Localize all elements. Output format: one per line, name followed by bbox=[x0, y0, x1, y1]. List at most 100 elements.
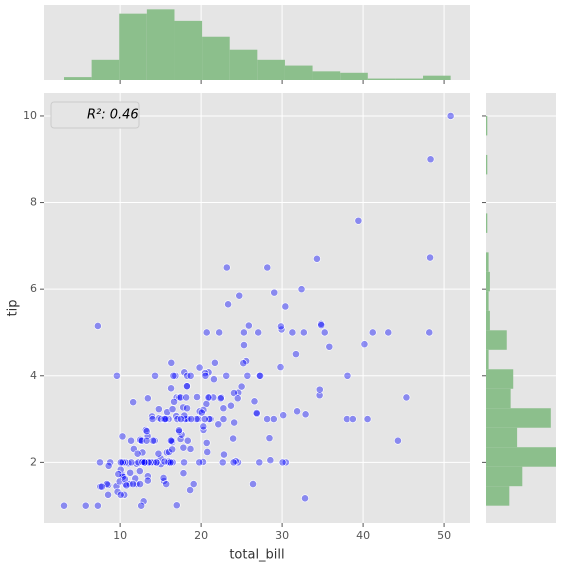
scatter-point bbox=[176, 393, 185, 402]
scatter-point bbox=[201, 371, 210, 380]
scatter-point bbox=[143, 432, 152, 440]
scatter-point bbox=[114, 470, 123, 478]
scatter-point bbox=[161, 415, 169, 423]
scatter-point bbox=[204, 393, 213, 402]
scatter-point bbox=[237, 382, 246, 391]
scatter-point bbox=[297, 285, 306, 294]
scatter-point bbox=[293, 407, 301, 416]
scatter-point bbox=[193, 393, 201, 401]
scatter-point bbox=[234, 458, 242, 467]
scatter-point bbox=[199, 422, 208, 431]
scatter-point bbox=[214, 420, 223, 429]
y-tick-label: 6 bbox=[30, 282, 37, 295]
scatter-point bbox=[218, 458, 227, 467]
scatter-point bbox=[239, 359, 248, 368]
x-tick-label: 20 bbox=[194, 529, 208, 542]
scatter-point bbox=[129, 398, 138, 407]
scatter-point bbox=[118, 432, 127, 441]
scatter-point bbox=[113, 487, 122, 496]
histogram-bar bbox=[486, 330, 507, 350]
scatter-point bbox=[263, 263, 272, 272]
scatter-point bbox=[135, 467, 144, 475]
scatter-point bbox=[363, 415, 372, 423]
scatter-point bbox=[219, 415, 228, 423]
main-panel bbox=[44, 93, 470, 523]
x-tick-label: 30 bbox=[275, 529, 289, 542]
scatter-point bbox=[167, 384, 175, 393]
scatter-point bbox=[230, 389, 238, 397]
scatter-point bbox=[239, 328, 248, 337]
scatter-point bbox=[244, 321, 253, 330]
scatter-point bbox=[354, 216, 363, 225]
scatter-point bbox=[143, 394, 152, 403]
histogram-bar bbox=[486, 447, 556, 467]
scatter-point bbox=[446, 112, 455, 120]
histogram-bar bbox=[423, 75, 451, 80]
histogram-bar bbox=[119, 13, 147, 80]
histogram-bar bbox=[486, 369, 514, 389]
histogram-bar bbox=[486, 310, 490, 331]
scatter-point bbox=[426, 253, 434, 262]
scatter-point bbox=[201, 369, 209, 378]
scatter-point bbox=[151, 371, 159, 380]
histogram-bar bbox=[486, 388, 511, 409]
scatter-point bbox=[93, 322, 102, 330]
scatter-point bbox=[317, 321, 326, 330]
scatter-point bbox=[197, 408, 206, 417]
scatter-point bbox=[182, 393, 191, 402]
scatter-point bbox=[425, 328, 434, 337]
histogram-bar bbox=[486, 486, 510, 506]
scatter-point bbox=[165, 448, 173, 456]
scatter-point bbox=[227, 401, 235, 410]
scatter-point bbox=[121, 475, 129, 484]
scatter-point bbox=[154, 405, 163, 414]
scatter-point bbox=[255, 458, 264, 467]
scatter-point bbox=[183, 436, 192, 445]
scatter-point bbox=[118, 458, 127, 467]
scatter-point bbox=[233, 394, 242, 403]
histogram-bar bbox=[486, 408, 551, 428]
scatter-point bbox=[277, 325, 286, 334]
y-tick-label: 4 bbox=[30, 369, 37, 382]
scatter-point bbox=[202, 328, 211, 337]
scatter-point bbox=[315, 385, 324, 394]
scatter-point bbox=[167, 436, 175, 445]
scatter-point bbox=[168, 445, 177, 454]
scatter-point bbox=[394, 436, 402, 445]
histogram-bar bbox=[257, 59, 285, 80]
scatter-point bbox=[179, 443, 188, 452]
scatter-point bbox=[97, 482, 106, 491]
histogram-bar bbox=[486, 213, 488, 233]
scatter-point bbox=[325, 342, 334, 351]
scatter-point bbox=[210, 375, 218, 384]
histogram-bar bbox=[486, 115, 488, 136]
scatter-point bbox=[122, 481, 131, 490]
histogram-bar bbox=[486, 427, 518, 448]
scatter-point bbox=[240, 341, 248, 349]
scatter-point bbox=[121, 458, 130, 467]
y-axis-label: tip bbox=[6, 300, 21, 317]
scatter-point bbox=[129, 480, 137, 488]
scatter-point bbox=[235, 291, 244, 300]
scatter-point bbox=[104, 461, 113, 470]
scatter-point bbox=[281, 458, 290, 467]
scatter-point bbox=[222, 263, 231, 272]
scatter-point bbox=[224, 300, 232, 309]
scatter-point bbox=[116, 490, 125, 499]
scatter-point bbox=[265, 434, 274, 443]
histogram-bar bbox=[367, 78, 396, 80]
scatter-point bbox=[169, 371, 178, 380]
x-tick-label: 50 bbox=[437, 529, 451, 542]
scatter-point bbox=[276, 363, 285, 372]
scatter-point bbox=[270, 288, 279, 297]
scatter-point bbox=[192, 415, 201, 423]
scatter-point bbox=[112, 371, 121, 380]
scatter-point bbox=[343, 371, 352, 380]
scatter-point bbox=[186, 445, 195, 453]
scatter-point bbox=[301, 494, 309, 503]
scatter-point bbox=[384, 328, 393, 337]
scatter-point bbox=[168, 405, 177, 414]
scatter-point bbox=[301, 410, 310, 419]
y-tick-label: 10 bbox=[23, 109, 37, 122]
